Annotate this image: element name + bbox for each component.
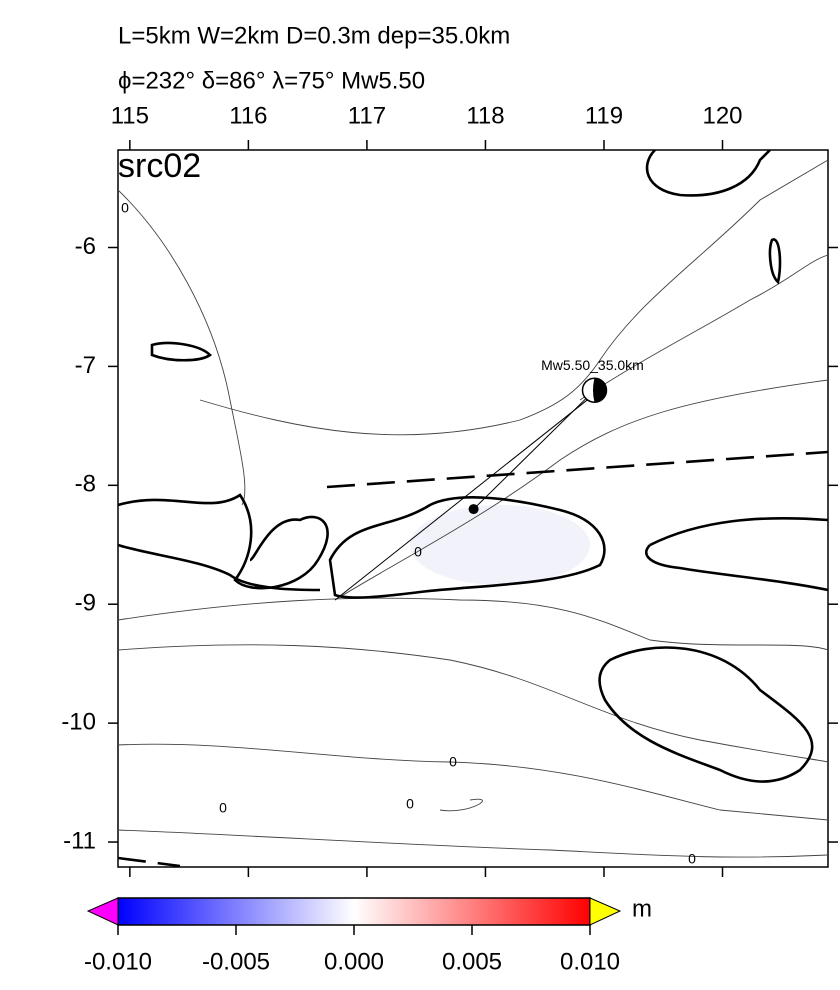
colorbar-tick-label: -0.005 xyxy=(202,948,270,975)
y-tick-label: -11 xyxy=(63,827,96,854)
x-tick-label: 117 xyxy=(348,102,386,129)
colorbar xyxy=(117,897,591,926)
fault-point xyxy=(468,504,479,515)
colorbar-tick-label: -0.010 xyxy=(84,948,152,975)
epicenter-label: Mw5.50_35.0km xyxy=(541,357,644,373)
contours xyxy=(118,150,828,867)
contour-label: 0 xyxy=(449,754,457,770)
title-line: ϕ=232° δ=86° λ=75° Mw5.50 xyxy=(118,67,425,94)
contour-label: 0 xyxy=(414,544,422,560)
contour-label: 0 xyxy=(219,800,227,816)
x-tick-label: 120 xyxy=(702,102,742,129)
y-tick-label: -9 xyxy=(75,590,96,617)
colorbar-tick-label: 0.005 xyxy=(442,948,502,975)
colorbar-tick-label: 0.010 xyxy=(560,948,620,975)
colorbar-low-triangle xyxy=(86,897,119,926)
title-line: L=5km W=2km D=0.3m dep=35.0km xyxy=(118,22,510,49)
contour-label: 0 xyxy=(406,796,414,812)
x-tick-label: 119 xyxy=(585,102,623,129)
colorbar-unit: m xyxy=(632,895,652,922)
x-tick-label: 116 xyxy=(229,102,267,129)
contour-label: 0 xyxy=(688,851,696,867)
y-tick-label: -7 xyxy=(75,352,96,379)
colorbar-tick-label: 0.000 xyxy=(324,948,384,975)
y-tick-label: -10 xyxy=(61,708,96,735)
colorbar-high-triangle xyxy=(589,897,622,926)
x-tick-label: 118 xyxy=(466,102,504,129)
fault-line xyxy=(334,397,590,601)
x-tick-label: 115 xyxy=(111,102,149,129)
y-tick-label: -6 xyxy=(75,233,96,260)
beach-ball-quadrant xyxy=(592,378,607,403)
panel-label: src02 xyxy=(118,147,201,185)
contour-label: 0 xyxy=(121,200,129,216)
y-tick-label: -8 xyxy=(75,471,96,498)
